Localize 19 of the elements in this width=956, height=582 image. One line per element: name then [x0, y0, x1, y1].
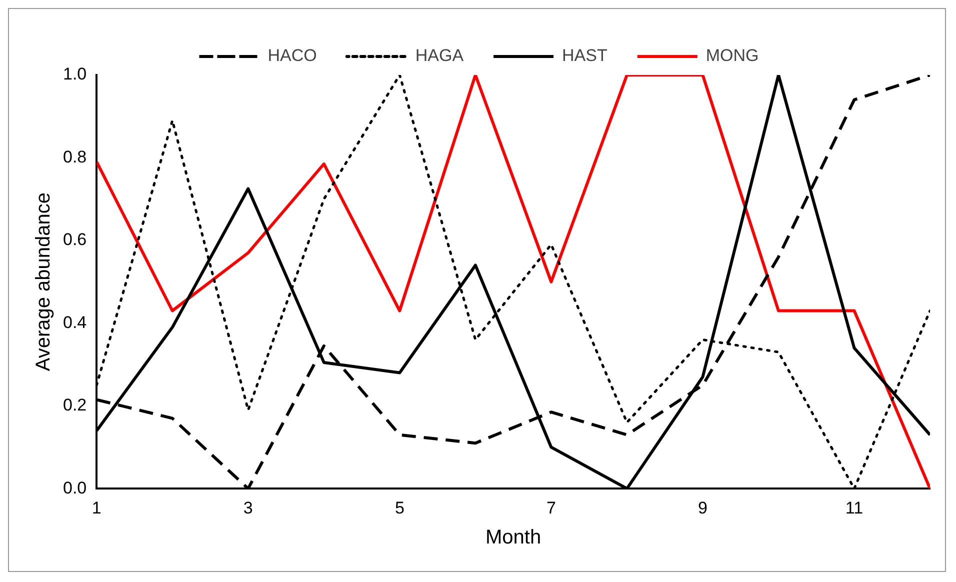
legend-label: HACO	[268, 46, 317, 66]
y-tick-label: 0.8	[62, 147, 87, 166]
y-axis-title: Average abundance	[32, 192, 55, 372]
legend-label: HAST	[562, 46, 608, 66]
x-axis-title: Month	[486, 526, 542, 549]
x-tick-label: 11	[845, 498, 864, 518]
x-tick-label: 5	[394, 498, 404, 518]
x-tick-label: 1	[92, 498, 102, 518]
y-tick-label: 0.4	[62, 312, 87, 332]
x-tick-label: 3	[243, 498, 253, 518]
line-series	[96, 75, 930, 489]
y-tick-label: 0.0	[62, 478, 87, 498]
x-tick-label: 9	[698, 498, 708, 518]
legend-label: MONG	[706, 46, 759, 66]
x-tick-label: 7	[546, 498, 556, 518]
y-tick-label: 0.2	[62, 396, 87, 415]
y-tick-label: 0.6	[62, 230, 87, 250]
y-tick-label: 1.0	[62, 64, 87, 84]
legend-label: HAGA	[415, 46, 464, 66]
